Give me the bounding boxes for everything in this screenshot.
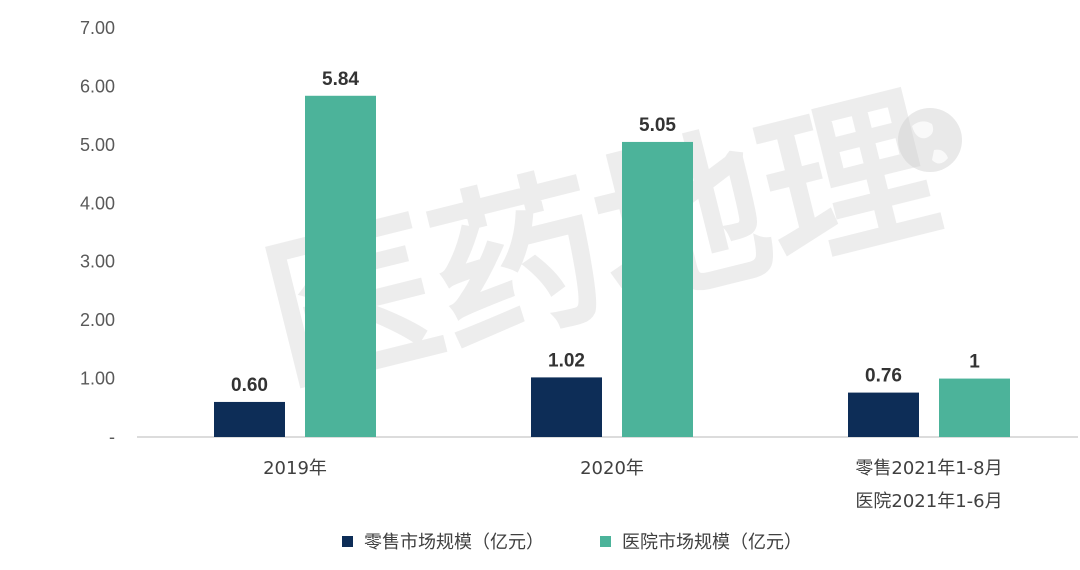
y-tick-label: - <box>109 427 115 447</box>
bar-series-2-2 <box>622 141 693 437</box>
x-category-label: 医院2021年1-6月 <box>855 491 1002 512</box>
data-label: 1 <box>969 352 980 373</box>
y-tick-label: 3.00 <box>80 252 115 272</box>
bar-series-2-3 <box>939 378 1010 437</box>
y-tick-label: 6.00 <box>80 76 115 96</box>
y-tick-label: 7.00 <box>80 18 115 38</box>
bar-series-1-2 <box>531 377 602 437</box>
x-category-label: 2019年 <box>263 458 327 479</box>
bar-series-1-1 <box>214 401 285 437</box>
data-labels: 0.60 1.02 0.76 5.84 5.05 1 <box>231 69 980 396</box>
y-tick-label: 2.00 <box>80 310 115 330</box>
bar-series-2-1 <box>305 95 376 437</box>
y-tick-label: 4.00 <box>80 193 115 213</box>
data-label: 0.60 <box>231 375 268 396</box>
bars <box>214 95 1010 437</box>
data-label: 0.76 <box>865 366 902 387</box>
x-category-label: 零售2021年1-8月 <box>855 458 1002 479</box>
legend-swatch <box>342 536 353 547</box>
y-tick-label: 5.00 <box>80 135 115 155</box>
legend-label: 医院市场规模（亿元） <box>622 532 802 553</box>
legend: 零售市场规模（亿元） 医院市场规模（亿元） <box>342 532 802 553</box>
legend-label: 零售市场规模（亿元） <box>364 532 544 553</box>
x-category-label: 2020年 <box>580 458 644 479</box>
legend-swatch <box>600 536 611 547</box>
data-label: 1.02 <box>548 350 585 371</box>
bar-series-1-3 <box>848 392 919 437</box>
y-tick-label: 1.00 <box>80 369 115 389</box>
globe-icon <box>898 108 962 172</box>
data-label: 5.84 <box>322 69 359 90</box>
y-axis: - 1.00 2.00 3.00 4.00 5.00 6.00 7.00 <box>80 18 115 447</box>
data-label: 5.05 <box>639 115 676 136</box>
